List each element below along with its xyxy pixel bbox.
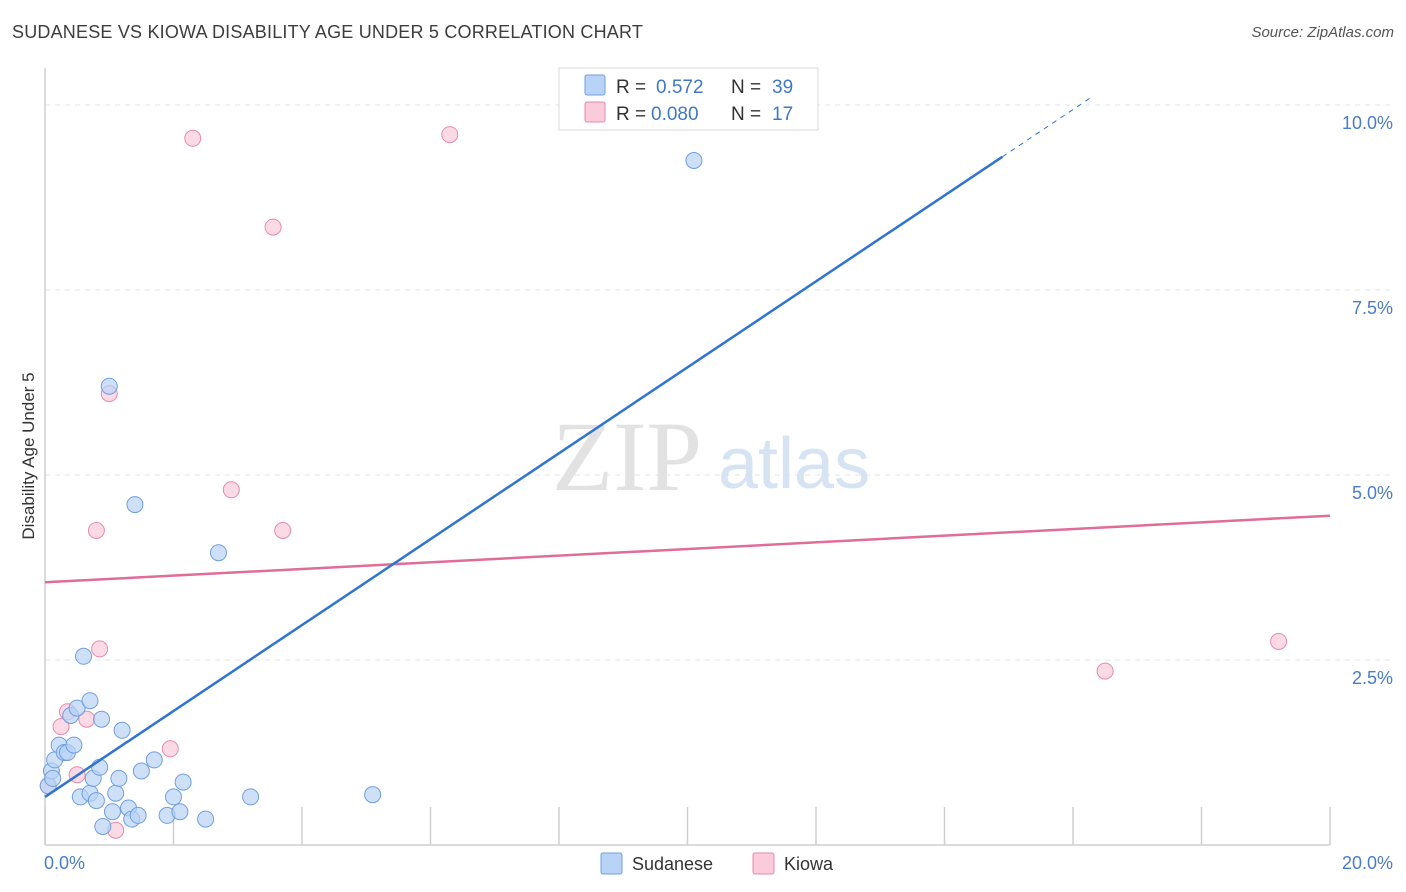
x-tick-label-min: 0.0% xyxy=(44,853,85,873)
sudanese-point-18 xyxy=(94,818,112,835)
sudanese-point-8 xyxy=(65,736,83,754)
trend-lines xyxy=(44,96,1331,798)
x-ticks xyxy=(44,807,1331,845)
sudanese-point-23 xyxy=(113,721,131,739)
legend-r-label-kiowa: R = xyxy=(616,104,646,125)
y-tick-label-2: 7.5% xyxy=(1352,298,1393,318)
sudanese-point-26 xyxy=(126,496,144,514)
sudanese-point-29 xyxy=(145,751,163,769)
sudanese-point-15 xyxy=(87,792,105,810)
kiowa-point-15 xyxy=(1096,662,1114,680)
kiowa-point-12 xyxy=(264,218,282,236)
legend-swatch-kiowa xyxy=(584,101,606,123)
sudanese-point-38 xyxy=(685,152,703,169)
bottom-legend-swatch-sudanese xyxy=(600,852,623,875)
y-tick-labels: 2.5% 5.0% 7.5% 10.0% xyxy=(1342,113,1393,688)
y-tick-label-0: 2.5% xyxy=(1352,668,1393,688)
legend-n-value-kiowa: 17 xyxy=(772,104,793,125)
sudanese-point-19 xyxy=(100,377,118,395)
sudanese-point-37 xyxy=(364,786,382,804)
legend-r-value-kiowa: 0.080 xyxy=(651,104,699,125)
legend-r-label-sudanese: R = xyxy=(616,77,646,98)
sudanese-point-13 xyxy=(81,692,99,710)
y-tick-label-1: 5.0% xyxy=(1352,483,1393,503)
sudanese-point-2 xyxy=(44,769,62,787)
y-tick-label-3: 10.0% xyxy=(1342,113,1393,133)
chart-source: Source: ZipAtlas.com xyxy=(1251,24,1394,41)
sudanese-point-22 xyxy=(110,769,128,787)
sudanese-point-28 xyxy=(132,762,150,780)
watermark-atlas: atlas xyxy=(718,424,870,504)
sudanese-trend-line xyxy=(44,155,1004,798)
legend-swatch-sudanese xyxy=(584,74,606,96)
sudanese-point-31 xyxy=(165,788,182,806)
sudanese-point-20 xyxy=(103,803,121,821)
y-axis-label: Disability Age Under 5 xyxy=(19,372,38,539)
sudanese-trend-extension xyxy=(1002,96,1093,158)
chart-title: SUDANESE VS KIOWA DISABILITY AGE UNDER 5… xyxy=(12,22,644,42)
kiowa-point-14 xyxy=(441,126,459,144)
sudanese-point-32 xyxy=(171,803,189,821)
sudanese-point-35 xyxy=(209,544,227,562)
kiowa-point-9 xyxy=(161,740,179,758)
grid-layer xyxy=(45,104,1393,661)
sudanese-points xyxy=(39,152,703,835)
kiowa-point-11 xyxy=(222,481,240,499)
kiowa-trend-line xyxy=(44,514,1331,584)
sudanese-point-17 xyxy=(93,710,111,728)
sudanese-point-11 xyxy=(75,647,93,665)
watermark-zip: ZIP xyxy=(552,401,702,512)
legend-n-label-sudanese: N = xyxy=(731,77,761,98)
sudanese-point-34 xyxy=(197,810,215,828)
kiowa-point-13 xyxy=(274,522,292,539)
sudanese-point-27 xyxy=(129,806,147,824)
bottom-legend-label-kiowa: Kiowa xyxy=(784,854,834,874)
top-legend: R = 0.572 N = 39 R = 0.080 N = 17 xyxy=(558,67,819,131)
x-tick-label-max: 20.0% xyxy=(1342,853,1393,873)
sudanese-point-33 xyxy=(174,773,192,791)
bottom-legend: Sudanese Kiowa xyxy=(600,852,834,875)
legend-r-value-sudanese: 0.572 xyxy=(656,77,704,98)
bottom-legend-swatch-kiowa xyxy=(752,852,775,875)
kiowa-point-16 xyxy=(1270,633,1288,650)
kiowa-point-5 xyxy=(87,522,105,539)
legend-n-value-sudanese: 39 xyxy=(772,77,793,98)
legend-n-label-kiowa: N = xyxy=(731,104,761,125)
bottom-legend-label-sudanese: Sudanese xyxy=(632,854,713,874)
kiowa-point-10 xyxy=(184,129,202,147)
sudanese-point-21 xyxy=(107,784,125,802)
kiowa-point-6 xyxy=(91,640,109,658)
sudanese-point-36 xyxy=(242,788,260,806)
kiowa-point-1 xyxy=(52,718,70,736)
sudanese-point-9 xyxy=(68,699,86,717)
